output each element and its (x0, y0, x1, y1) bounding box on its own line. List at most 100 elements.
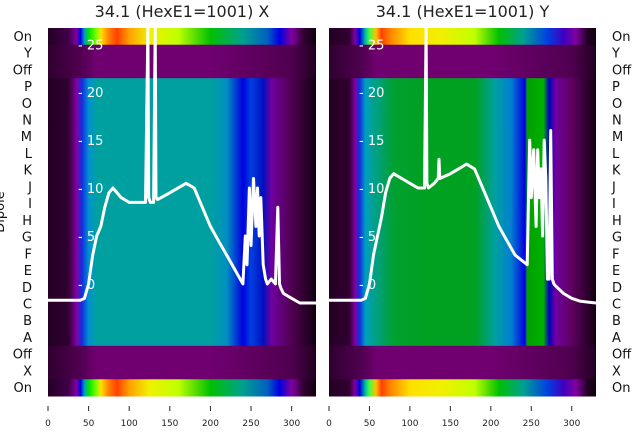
row-label: J (611, 180, 616, 195)
x-tick-label: 0 (45, 419, 51, 429)
heatmap-row-y (329, 44, 596, 62)
x-tick-label: 200 (202, 419, 219, 429)
y-axis-label: Dipole (0, 191, 8, 232)
heatmap-row-b (48, 312, 316, 330)
x-tick-label: 150 (161, 419, 178, 429)
heatmap-row-k (329, 161, 596, 180)
row-label: A (23, 331, 32, 346)
row-label: J (27, 180, 32, 195)
heatmap-row-on (329, 379, 596, 397)
heatmap-row-n (48, 111, 316, 129)
row-label: I (612, 197, 616, 212)
x-tick-label: 0 (326, 419, 332, 429)
chart-title: 34.1 (HexE1=1001) Y (376, 2, 550, 21)
row-label: L (612, 147, 620, 162)
heatmap-row-off (329, 345, 596, 364)
row-label: On (612, 381, 630, 396)
row-label: G (612, 231, 622, 246)
x-tick-label: 150 (442, 419, 459, 429)
row-label: Off (612, 63, 632, 78)
heatmap-row-y (48, 44, 316, 62)
row-label: P (612, 80, 620, 95)
x-tick-label: 100 (121, 419, 138, 429)
row-label: N (22, 114, 32, 129)
overlay-ytick: - 10 (359, 182, 384, 197)
row-label: On (612, 30, 630, 45)
row-label: P (24, 80, 32, 95)
heatmap-row-on (48, 28, 316, 46)
row-label: On (14, 30, 32, 45)
row-label: A (612, 331, 621, 346)
heatmap-row-e (48, 262, 316, 280)
heatmap-row-m (48, 128, 316, 146)
overlay-ytick: - 15 (78, 134, 103, 149)
row-label: Y (23, 47, 32, 62)
row-label: N (612, 114, 622, 129)
row-label: X (23, 364, 32, 379)
heatmap-row-i (329, 195, 596, 213)
row-label: O (22, 97, 32, 112)
row-label: D (22, 281, 32, 296)
row-label: L (25, 147, 33, 162)
row-label: H (22, 214, 32, 229)
heatmap-row-x (329, 362, 596, 380)
row-label: E (612, 264, 620, 279)
heatmap-row-a (329, 329, 596, 347)
row-label: F (25, 247, 32, 262)
heatmap-row-e (329, 262, 596, 280)
heatmap-row-off (329, 61, 596, 79)
row-label: C (23, 298, 32, 313)
row-label: M (21, 130, 32, 145)
overlay-trace (48, 26, 316, 305)
heatmap-row-p (329, 78, 596, 96)
heatmap-row-f (329, 245, 596, 263)
row-label: Off (612, 348, 632, 363)
x-tick-label: 100 (401, 419, 418, 429)
row-label: B (612, 314, 621, 329)
heatmap-row-d (48, 278, 316, 297)
row-label: On (14, 381, 32, 396)
overlay-ytick: - 0 (78, 278, 95, 293)
heatmap-row-a (48, 329, 316, 347)
overlay-ytick: - 5 (78, 230, 95, 245)
row-label: K (612, 164, 621, 179)
row-label: I (28, 197, 32, 212)
overlay-ytick: - 25 (78, 38, 103, 53)
heatmap-row-on (48, 379, 316, 397)
row-label: B (23, 314, 32, 329)
heatmap-row-h (329, 212, 596, 230)
overlay-ytick: - 5 (359, 230, 376, 245)
heatmap-row-d (329, 278, 596, 297)
heatmap-row-c (329, 295, 596, 313)
row-label: F (612, 247, 619, 262)
row-label: G (22, 231, 32, 246)
chart-title: 34.1 (HexE1=1001) X (95, 2, 270, 21)
heatmap-row-o (48, 94, 316, 113)
x-tick-label: 300 (563, 419, 580, 429)
row-label: D (612, 281, 622, 296)
heatmap-row-x (48, 362, 316, 380)
row-label: E (24, 264, 32, 279)
row-label: X (612, 364, 621, 379)
x-tick-label: 250 (242, 419, 259, 429)
x-tick-label: 200 (482, 419, 499, 429)
row-label: Off (13, 63, 33, 78)
heatmap-row-off (48, 345, 316, 364)
overlay-ytick: - 25 (359, 38, 384, 53)
heatmap-row-l (48, 145, 316, 163)
overlay-trace (329, 26, 597, 305)
heatmap-row-n (329, 111, 596, 129)
heatmap-row-f (48, 245, 316, 263)
overlay-ytick: - 20 (359, 86, 384, 101)
heatmap-row-o (329, 94, 596, 113)
overlay-ytick: - 15 (359, 134, 384, 149)
heatmap-row-on (329, 28, 596, 46)
heatmap-row-off (48, 61, 316, 79)
row-label: K (23, 164, 32, 179)
row-label: Y (611, 47, 620, 62)
x-tick-label: 50 (364, 419, 376, 429)
row-label: Off (13, 348, 33, 363)
overlay-ytick: - 20 (78, 86, 103, 101)
